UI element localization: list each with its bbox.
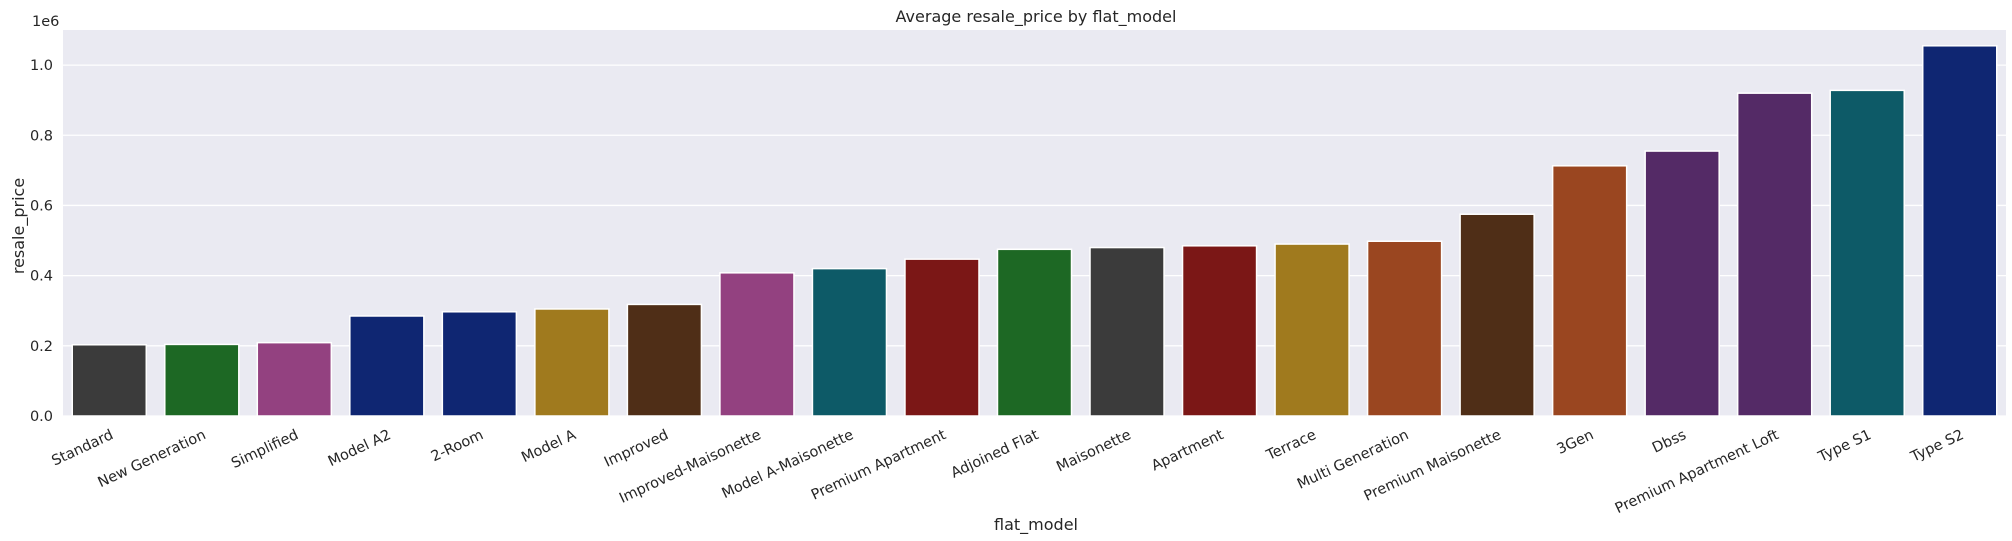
x-tick-label: Model A2 [326, 427, 394, 470]
x-axis-label: flat_model [994, 515, 1078, 535]
bar [1181, 245, 1258, 417]
x-tick-label: Simplified [229, 427, 301, 472]
x-tick-label: Type S2 [1908, 427, 1967, 466]
chart-title: Average resale_price by flat_model [896, 7, 1177, 27]
x-tick-label: Apartment [1149, 427, 1226, 474]
bar [164, 343, 240, 417]
y-tick-label: 1.0 [30, 58, 53, 74]
bar [719, 272, 795, 417]
x-tick-label: 3Gen [1555, 427, 1597, 458]
y-tick-label: 0.2 [30, 339, 53, 355]
bar [71, 344, 148, 417]
y-tick-label: 0.4 [30, 269, 53, 285]
bar [1644, 150, 1720, 417]
x-tick-label: Premium Apartment Loft [1613, 427, 1782, 517]
y-tick-labels: 0.0 0.2 0.4 0.6 0.8 1.0 [30, 58, 53, 425]
bar [1274, 243, 1350, 417]
bar [256, 341, 333, 417]
x-tick-label: Maisonette [1054, 427, 1134, 475]
x-tick-label: 2-Room [429, 427, 486, 465]
bar [904, 258, 980, 417]
y-axis-label: resale_price [9, 178, 29, 274]
y-offset-label: 1e6 [32, 14, 59, 30]
bars [71, 45, 1998, 417]
bar [349, 315, 425, 417]
y-tick-label: 0.6 [30, 198, 53, 214]
bar [1736, 92, 1813, 417]
bar [1921, 45, 1998, 417]
x-tick-label: Standard [49, 427, 116, 469]
x-tick-label: Model A [519, 427, 578, 466]
x-tick-label: Adjoined Flat [949, 427, 1042, 482]
x-tick-label: Type S1 [1815, 427, 1874, 466]
bar [811, 267, 888, 417]
bar [1829, 89, 1905, 417]
bar [1366, 240, 1443, 417]
x-tick-label: Improved [602, 427, 671, 471]
bar [1089, 246, 1165, 417]
x-tick-label: Dbss [1650, 427, 1689, 456]
bar [534, 308, 610, 417]
bar [1551, 165, 1628, 417]
y-tick-label: 0.0 [30, 409, 53, 425]
y-tick-label: 0.8 [30, 128, 53, 144]
bar [626, 303, 703, 417]
bar [1459, 213, 1535, 417]
bar [996, 248, 1073, 417]
bar [441, 311, 518, 417]
x-tick-label: Terrace [1263, 427, 1319, 464]
